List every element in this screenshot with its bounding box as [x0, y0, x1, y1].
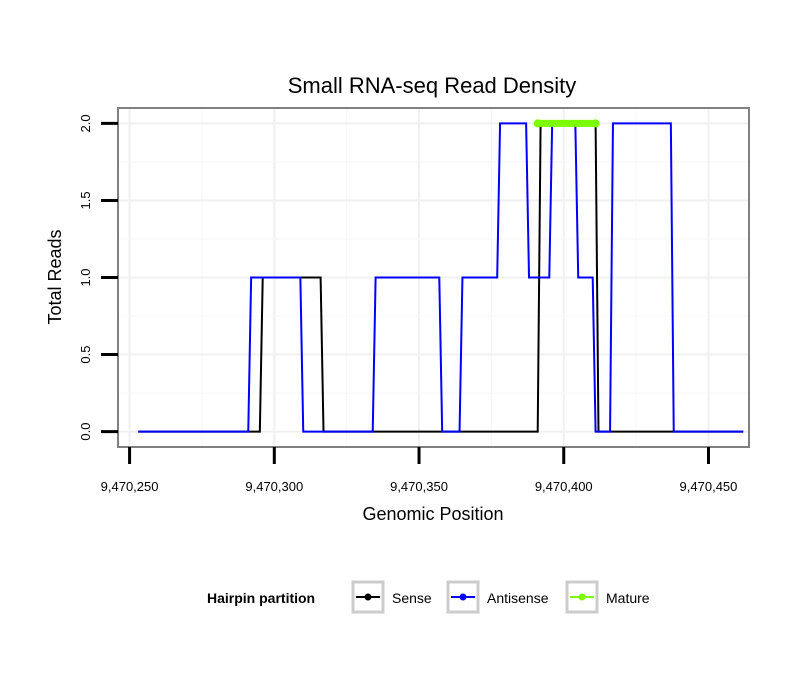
y-axis-title: Total Reads: [45, 229, 65, 324]
legend-label-mature: Mature: [606, 590, 650, 606]
legend-dot-sense: [364, 593, 372, 601]
legend-item-sense: Sense: [351, 580, 432, 614]
legend-item-antisense: Antisense: [446, 580, 549, 614]
legend-dot-antisense: [459, 593, 467, 601]
x-tick-label: 9,470,300: [245, 479, 303, 494]
series-antisense-line: [138, 122, 744, 433]
legend-dot-mature: [578, 593, 586, 601]
series-sense-line: [138, 122, 744, 433]
chart-title: Small RNA-seq Read Density: [288, 73, 577, 98]
x-axis-title: Genomic Position: [362, 504, 503, 524]
legend-item-mature: Mature: [565, 580, 650, 614]
series-mature-point: [591, 119, 600, 128]
y-tick-label: 1.5: [78, 191, 93, 209]
y-tick-label: 0.0: [78, 423, 93, 441]
y-tick-label: 2.0: [78, 114, 93, 132]
legend-label-sense: Sense: [392, 590, 432, 606]
series-layer: [138, 119, 744, 433]
legend: Hairpin partition Sense Antisense Mature: [207, 580, 650, 614]
y-tick-label: 0.5: [78, 346, 93, 364]
legend-title: Hairpin partition: [207, 590, 315, 606]
x-tick-label: 9,470,450: [680, 479, 738, 494]
axes: 9,470,250 9,470,300 9,470,350 9,470,400 9,47…: [78, 114, 737, 494]
series-mature-point: [533, 119, 542, 128]
legend-label-antisense: Antisense: [487, 590, 549, 606]
y-tick-label: 1.0: [78, 268, 93, 286]
x-tick-label: 9,470,350: [390, 479, 448, 494]
x-tick-label: 9,470,250: [101, 479, 159, 494]
x-tick-label: 9,470,400: [535, 479, 593, 494]
